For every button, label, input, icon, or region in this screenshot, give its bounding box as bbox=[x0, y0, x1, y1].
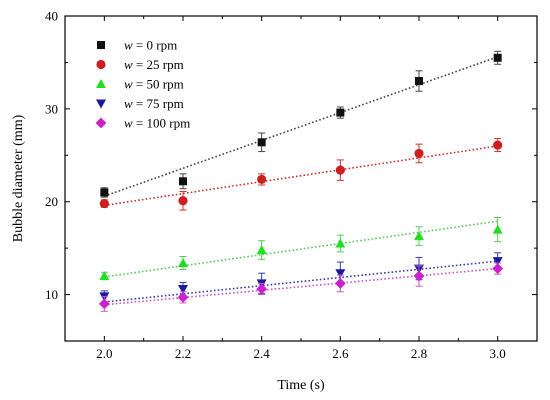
plot-area bbox=[98, 50, 504, 312]
legend: w = 0 rpm w = 25 rpm w = 50 rpm w = 75 rpm w… bbox=[95, 38, 190, 131]
legend-marker bbox=[95, 117, 107, 129]
data-point bbox=[179, 177, 187, 186]
data-point bbox=[99, 271, 110, 280]
legend-label: w = 75 rpm bbox=[124, 96, 184, 111]
data-point bbox=[98, 298, 110, 310]
series-0 bbox=[100, 50, 502, 198]
x-tick-label: 2.4 bbox=[254, 346, 271, 361]
data-point bbox=[335, 165, 345, 175]
data-point bbox=[257, 174, 267, 185]
y-tick-label: 20 bbox=[45, 194, 58, 209]
data-point bbox=[336, 108, 345, 117]
data-point bbox=[178, 196, 188, 206]
y-tick-label: 10 bbox=[45, 287, 58, 302]
data-point bbox=[256, 283, 268, 295]
data-point bbox=[493, 140, 503, 150]
x-axis-title: Time (s) bbox=[277, 378, 325, 393]
data-point bbox=[100, 188, 109, 197]
legend-item-3: w = 75 rpm bbox=[96, 96, 184, 111]
legend-marker bbox=[97, 41, 105, 49]
data-point bbox=[256, 245, 267, 254]
fit-line bbox=[104, 260, 498, 303]
data-point bbox=[492, 263, 504, 274]
data-point bbox=[492, 257, 503, 267]
data-point bbox=[413, 270, 425, 282]
fit-line bbox=[104, 56, 498, 197]
data-point bbox=[178, 285, 188, 294]
x-tick-label: 3.0 bbox=[490, 346, 506, 361]
y-tick-label: 40 bbox=[45, 9, 58, 24]
data-point bbox=[334, 278, 346, 289]
data-point bbox=[335, 238, 346, 248]
data-point bbox=[257, 138, 266, 147]
legend-item-4: w = 100 rpm bbox=[95, 116, 190, 131]
legend-item-2: w = 50 rpm bbox=[96, 77, 184, 92]
data-point bbox=[493, 53, 502, 62]
x-tick-label: 2.6 bbox=[332, 346, 349, 361]
x-tick-label: 2.0 bbox=[96, 346, 112, 361]
data-point bbox=[414, 148, 424, 159]
legend-item-1: w = 25 rpm bbox=[96, 57, 184, 72]
fit-line bbox=[104, 220, 498, 278]
legend-marker bbox=[96, 59, 106, 70]
x-tick-label: 2.2 bbox=[175, 346, 191, 361]
legend-marker bbox=[96, 99, 106, 109]
legend-label: w = 25 rpm bbox=[124, 57, 184, 72]
data-point bbox=[178, 258, 188, 267]
y-axis-title: Bubble diameter (mm) bbox=[11, 114, 26, 242]
fit-line bbox=[104, 267, 498, 306]
series-4 bbox=[98, 262, 504, 312]
series-3 bbox=[99, 252, 503, 303]
data-point bbox=[99, 198, 109, 209]
data-point bbox=[335, 269, 346, 279]
y-tick-label: 30 bbox=[45, 101, 58, 116]
data-point bbox=[415, 77, 423, 85]
fit-line bbox=[104, 145, 498, 207]
data-point bbox=[414, 231, 424, 241]
legend-item-0: w = 0 rpm bbox=[97, 38, 177, 53]
legend-label: w = 50 rpm bbox=[124, 77, 184, 92]
series-2 bbox=[99, 217, 503, 281]
legend-label: w = 100 rpm bbox=[124, 116, 190, 131]
series-1 bbox=[99, 138, 503, 211]
legend-marker bbox=[96, 79, 106, 88]
x-tick-label: 2.8 bbox=[411, 346, 427, 361]
data-point bbox=[177, 291, 189, 303]
axes: 2.0 2.2 2.4 2.6 2.8 3.0 10 20 30 40 bbox=[45, 9, 538, 361]
data-point bbox=[492, 224, 503, 234]
legend-label: w = 0 rpm bbox=[124, 38, 177, 53]
